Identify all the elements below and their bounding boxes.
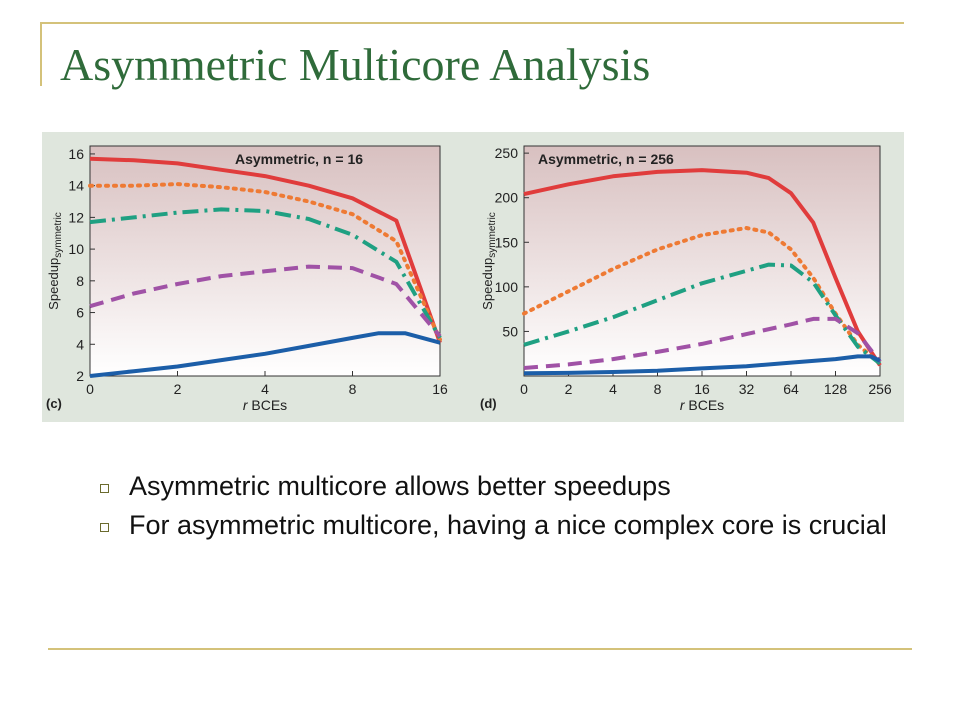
y-axis-label-main: Speedup (46, 258, 61, 310)
y-tick-label: 8 (76, 273, 84, 289)
x-axis-label-italic: r (243, 397, 249, 413)
series-line-1 (523, 168, 882, 367)
chart-panel-d: 50 100 150 200 250 0 2 4 8 16 32 64 128 256 Asymmetric… (480, 145, 892, 413)
top-rule (40, 22, 904, 24)
y-tick-label: 2 (76, 368, 84, 384)
y-tick-label: 50 (502, 323, 518, 339)
bullet-item: For asymmetric multicore, having a nice … (100, 509, 900, 542)
series-line-5 (523, 354, 881, 376)
plot-area (523, 145, 881, 377)
bullet-text: For asymmetric multicore, having a nice … (129, 510, 887, 540)
y-tick-label: 200 (495, 190, 519, 206)
series-line-5 (89, 331, 441, 378)
left-rule (40, 22, 42, 86)
x-tick-label: 0 (86, 381, 94, 397)
y-axis-label-main: Speedup (480, 258, 495, 310)
bullet-list: Asymmetric multicore allows better speed… (100, 470, 900, 548)
panel-label: (d) (480, 396, 497, 411)
x-tick-label: 64 (783, 381, 799, 397)
y-tick-label: 14 (68, 178, 84, 194)
y-axis-label-sub: symmetric (53, 212, 64, 258)
series-line-2 (88, 182, 442, 342)
y-axis-label-sub: symmetric (487, 212, 498, 258)
y-axis-label: Speedupsymmetric (46, 212, 64, 310)
x-tick-label: 256 (868, 381, 892, 397)
y-tick-label: 250 (495, 145, 519, 161)
panel-label: (c) (46, 396, 62, 411)
x-tick-label: 32 (739, 381, 755, 397)
x-tick-label: 4 (609, 381, 617, 397)
x-axis-label: r BCEs (243, 397, 287, 413)
bullet-item: Asymmetric multicore allows better speed… (100, 470, 900, 503)
x-tick-label: 8 (349, 381, 357, 397)
bottom-rule (48, 648, 912, 650)
x-tick-label: 2 (174, 381, 182, 397)
y-tick-label: 6 (76, 305, 84, 321)
y-axis-label: Speedupsymmetric (480, 212, 498, 310)
chart-title: Asymmetric, n = 256 (538, 151, 674, 167)
plot-area (89, 145, 441, 377)
chart-title: Asymmetric, n = 16 (235, 151, 363, 167)
square-bullet-icon (100, 523, 109, 532)
y-tick-label: 4 (76, 336, 84, 352)
x-tick-label: 8 (654, 381, 662, 397)
y-tick-label: 10 (68, 241, 84, 257)
x-tick-label: 16 (432, 381, 448, 397)
x-tick-label: 0 (520, 381, 528, 397)
x-axis-label-rest: BCEs (247, 397, 287, 413)
x-axis-label: r BCEs (680, 397, 724, 413)
y-tick-label: 100 (495, 279, 519, 295)
y-tick-label: 16 (68, 146, 84, 162)
x-tick-label: 4 (261, 381, 269, 397)
x-tick-label: 2 (565, 381, 573, 397)
series-line-4 (89, 264, 442, 338)
x-axis-label-italic: r (680, 397, 686, 413)
bullet-text: Asymmetric multicore allows better speed… (129, 471, 671, 501)
x-tick-label: 16 (694, 381, 710, 397)
square-bullet-icon (100, 484, 109, 493)
slide-title: Asymmetric Multicore Analysis (60, 39, 651, 90)
y-tick-label: 12 (68, 209, 84, 225)
x-axis-label-rest: BCEs (684, 397, 724, 413)
x-tick-label: 128 (824, 381, 848, 397)
series-line-4 (523, 316, 882, 370)
y-tick-label: 150 (495, 234, 519, 250)
series-line-1 (89, 156, 442, 344)
